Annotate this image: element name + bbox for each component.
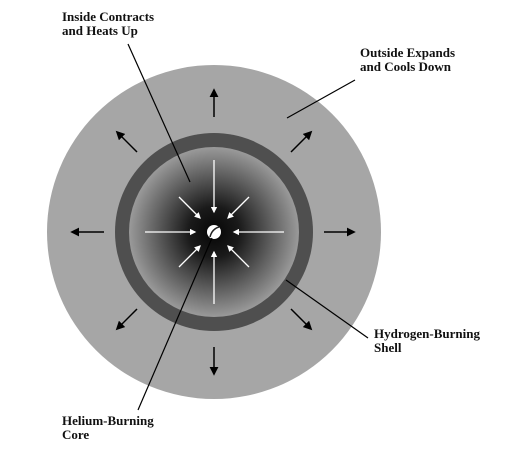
inward-arrow-upper-left bbox=[178, 196, 201, 219]
outside-label-line2: and Cools Down bbox=[360, 59, 452, 74]
inward-arrow-lower-right bbox=[227, 245, 250, 268]
inside-contracts-label: Inside Contracts and Heats Up bbox=[62, 10, 154, 38]
hydrogen-label-line2: Shell bbox=[374, 340, 402, 355]
helium-burning-core-label: Helium-Burning Core bbox=[62, 414, 154, 442]
outward-arrows bbox=[70, 88, 356, 376]
helium-label-line1: Helium-Burning bbox=[62, 413, 154, 428]
outside-expands-label: Outside Expands and Cools Down bbox=[360, 46, 455, 74]
hydrogen-burning-shell-label: Hydrogen-Burning Shell bbox=[374, 327, 480, 355]
inward-arrow-upper-right bbox=[227, 196, 250, 219]
inside-label-line1: Inside Contracts bbox=[62, 9, 155, 24]
leader-lines bbox=[127, 43, 369, 411]
core-highlight bbox=[209, 226, 220, 238]
leader-line-hydrogen bbox=[285, 279, 369, 339]
leader-line-inside bbox=[127, 43, 191, 183]
inside-label-line2: and Heats Up bbox=[62, 23, 138, 38]
outward-arrow-lower-left bbox=[115, 308, 138, 331]
inward-arrow-lower-left bbox=[178, 245, 201, 268]
outward-arrow-lower-right bbox=[290, 308, 313, 331]
hydrogen-label-line1: Hydrogen-Burning bbox=[374, 326, 480, 341]
outward-arrow-upper-right bbox=[290, 130, 313, 153]
leader-line-outside bbox=[286, 79, 356, 119]
helium-label-line2: Core bbox=[62, 427, 90, 442]
leader-line-helium bbox=[137, 237, 213, 411]
outward-arrow-upper-left bbox=[115, 130, 138, 153]
inward-arrows bbox=[145, 160, 284, 304]
outside-label-line1: Outside Expands bbox=[360, 45, 456, 60]
